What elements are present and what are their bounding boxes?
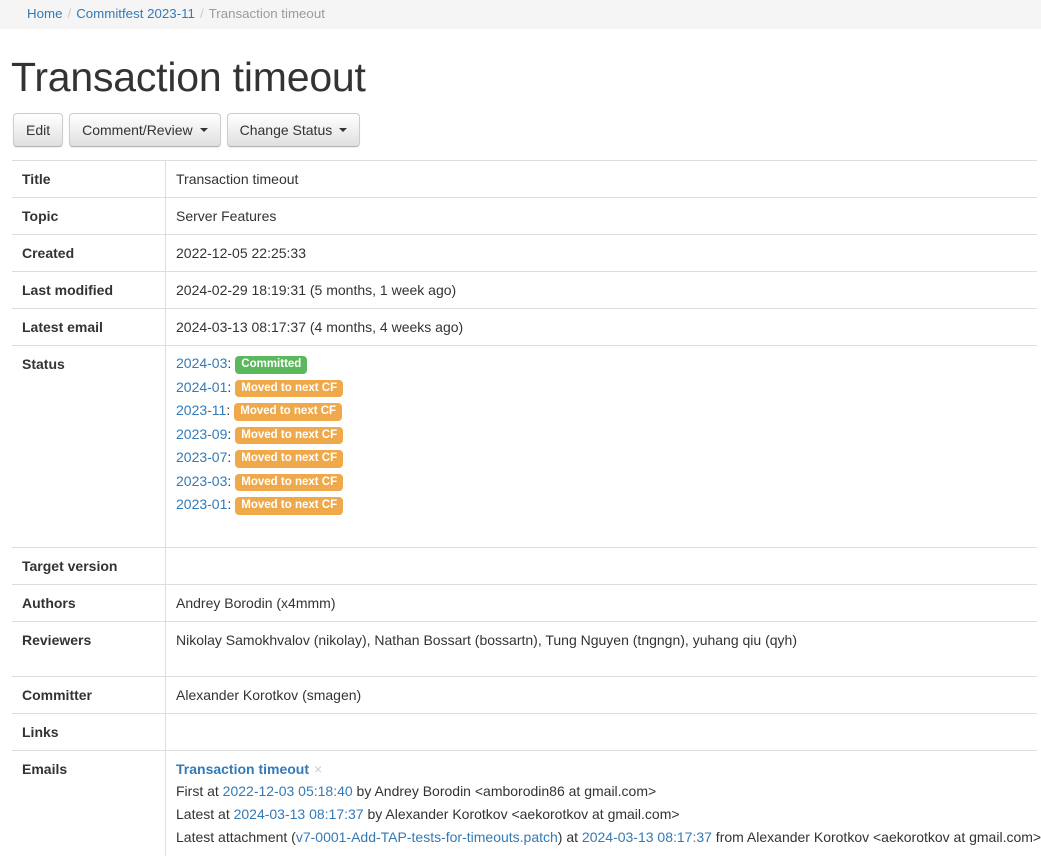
status-badge: Moved to next CF: [235, 497, 344, 515]
status-commitfest-link[interactable]: 2023-09: [176, 425, 228, 442]
breadcrumb-item-current: Transaction timeout: [208, 6, 325, 21]
row-value-target-version: [166, 547, 1038, 584]
status-commitfest-link[interactable]: 2024-01: [176, 378, 228, 395]
table-row: Last modified 2024-02-29 18:19:31 (5 mon…: [12, 271, 1037, 309]
status-separator: :: [227, 449, 232, 466]
table-row: Title Transaction timeout: [12, 160, 1037, 198]
breadcrumb-item-home[interactable]: Home: [27, 6, 63, 21]
row-value-latest-email: 2024-03-13 08:17:37 (4 months, 4 weeks a…: [176, 319, 464, 336]
table-row-status: Status 2024-03: Committed 2024-01: Moved to…: [12, 345, 1038, 548]
status-badge: Moved to next CF: [235, 379, 344, 398]
patch-detail-table: Title Transaction timeout Topic Server F…: [12, 160, 1041, 856]
status-history-item: 2023-07: Moved to next CF: [176, 448, 1029, 468]
row-value-links: [166, 713, 1038, 750]
email-attachment-prefix: Latest attachment (: [176, 828, 296, 845]
status-commitfest-link[interactable]: 2023-03: [176, 472, 228, 489]
change-status-dropdown-button[interactable]: Change Status: [226, 113, 361, 148]
chevron-down-icon: [199, 128, 208, 133]
page-title: Transaction timeout: [11, 54, 366, 100]
status-history-item: 2024-01: Moved to next CF: [176, 378, 1029, 398]
table-row-emails: Emails Transaction timeout × First at 202…: [12, 750, 1041, 856]
email-attachment-file-link[interactable]: v7-0001-Add-TAP-tests-for-timeouts.patch: [295, 828, 558, 845]
email-subject-line: Transaction timeout ×: [176, 759, 1029, 779]
table-row: Target version: [12, 547, 1038, 585]
breadcrumb-item-commitfest[interactable]: Commitfest 2023-11: [76, 6, 195, 21]
close-icon[interactable]: ×: [314, 760, 323, 777]
row-label-authors: Authors: [12, 584, 166, 622]
email-first-prefix: First at: [176, 782, 223, 799]
row-value-reviewers: Nikolay Samokhvalov (nikolay), Nathan Bo…: [176, 631, 797, 648]
table-row: Authors Andrey Borodin (x4mmm): [12, 584, 1037, 622]
status-commitfest-link[interactable]: 2023-11: [176, 402, 227, 419]
email-latest-line: Latest at 2024-03-13 08:17:37 by Alexand…: [176, 804, 1029, 825]
status-badge: Committed: [235, 356, 308, 374]
status-badge: Moved to next CF: [235, 473, 344, 492]
row-label-topic: Topic: [12, 197, 166, 235]
change-status-button-label: Change Status: [239, 122, 333, 139]
row-value-committer: Alexander Korotkov (smagen): [176, 686, 362, 703]
email-attachment-middle: ) at: [557, 828, 582, 845]
breadcrumb: Home / Commitfest 2023-11 / Transaction time…: [0, 0, 1041, 29]
edit-button-label: Edit: [26, 122, 51, 139]
table-row: Latest email 2024-03-13 08:17:37 (4 mont…: [12, 308, 1037, 346]
comment-review-button-label: Comment/Review: [82, 122, 193, 139]
row-label-emails: Emails: [12, 750, 166, 856]
status-separator: :: [227, 425, 232, 442]
comment-review-dropdown-button[interactable]: Comment/Review: [69, 113, 221, 148]
email-first-line: First at 2022-12-03 05:18:40 by Andrey B…: [176, 781, 1029, 802]
status-badge: Moved to next CF: [235, 450, 344, 468]
email-first-date-link[interactable]: 2022-12-03 05:18:40: [222, 782, 353, 799]
status-separator: :: [227, 355, 232, 372]
row-label-title: Title: [12, 160, 166, 198]
email-attachment-date-link[interactable]: 2024-03-13 08:17:37: [581, 828, 712, 845]
row-value-topic: Server Features: [176, 208, 277, 225]
table-row: Topic Server Features: [12, 197, 1037, 235]
status-commitfest-link[interactable]: 2023-01: [176, 496, 228, 513]
status-history-item: 2023-11: Moved to next CF: [176, 401, 1029, 421]
table-row: Links: [12, 713, 1038, 751]
row-value-created: 2022-12-05 22:25:33: [176, 245, 306, 262]
row-value-title: Transaction timeout: [176, 171, 299, 188]
row-label-reviewers: Reviewers: [12, 621, 166, 677]
breadcrumb-separator: /: [67, 6, 72, 21]
table-row: Committer Alexander Korotkov (smagen): [12, 676, 1037, 714]
status-separator: :: [227, 378, 232, 395]
chevron-down-icon: [339, 128, 348, 133]
status-commitfest-link[interactable]: 2023-07: [176, 449, 228, 466]
row-value-emails: Transaction timeout × First at 2022-12-03…: [166, 750, 1041, 856]
table-row: Created 2022-12-05 22:25:33: [12, 234, 1037, 272]
row-value-status: 2024-03: Committed 2024-01: Moved to next C…: [166, 346, 1038, 548]
status-history-item: 2023-09: Moved to next CF: [176, 425, 1029, 445]
email-first-suffix: by Andrey Borodin <amborodin86 at gmail.…: [352, 782, 657, 799]
status-history-item: 2023-03: Moved to next CF: [176, 472, 1029, 492]
row-label-latest-email: Latest email: [12, 308, 166, 346]
action-toolbar: Edit Comment/Review Change Status: [0, 100, 1041, 148]
email-subject-link[interactable]: Transaction timeout: [176, 760, 310, 777]
row-label-status: Status: [12, 345, 166, 548]
row-label-links: Links: [12, 713, 166, 751]
status-history-item: 2024-03: Committed: [176, 354, 1029, 374]
edit-button[interactable]: Edit: [13, 113, 64, 148]
row-value-last-modified: 2024-02-29 18:19:31 (5 months, 1 week ag…: [176, 282, 457, 299]
status-badge: Moved to next CF: [235, 426, 344, 445]
status-separator: :: [226, 402, 231, 419]
breadcrumb-separator: /: [199, 6, 204, 21]
email-attachment-suffix: from Alexander Korotkov <aekorotkov at g…: [711, 828, 1041, 845]
status-separator: :: [227, 472, 232, 489]
row-label-target-version: Target version: [12, 547, 166, 585]
status-history-item: 2023-01: Moved to next CF: [176, 495, 1029, 515]
table-row: Reviewers Nikolay Samokhvalov (nikolay),…: [12, 621, 1037, 677]
row-value-authors: Andrey Borodin (x4mmm): [176, 594, 336, 611]
status-badge: Moved to next CF: [234, 403, 343, 421]
row-label-created: Created: [12, 234, 166, 272]
status-separator: :: [227, 496, 232, 513]
email-attachment-line: Latest attachment (v7-0001-Add-TAP-tests…: [176, 827, 1041, 848]
row-label-last-modified: Last modified: [12, 271, 166, 309]
status-history-list: 2024-03: Committed 2024-01: Moved to next C…: [176, 354, 1029, 515]
email-thread: Transaction timeout × First at 2022-12-03…: [176, 759, 1041, 848]
row-label-committer: Committer: [12, 676, 166, 714]
status-commitfest-link[interactable]: 2024-03: [176, 355, 228, 372]
